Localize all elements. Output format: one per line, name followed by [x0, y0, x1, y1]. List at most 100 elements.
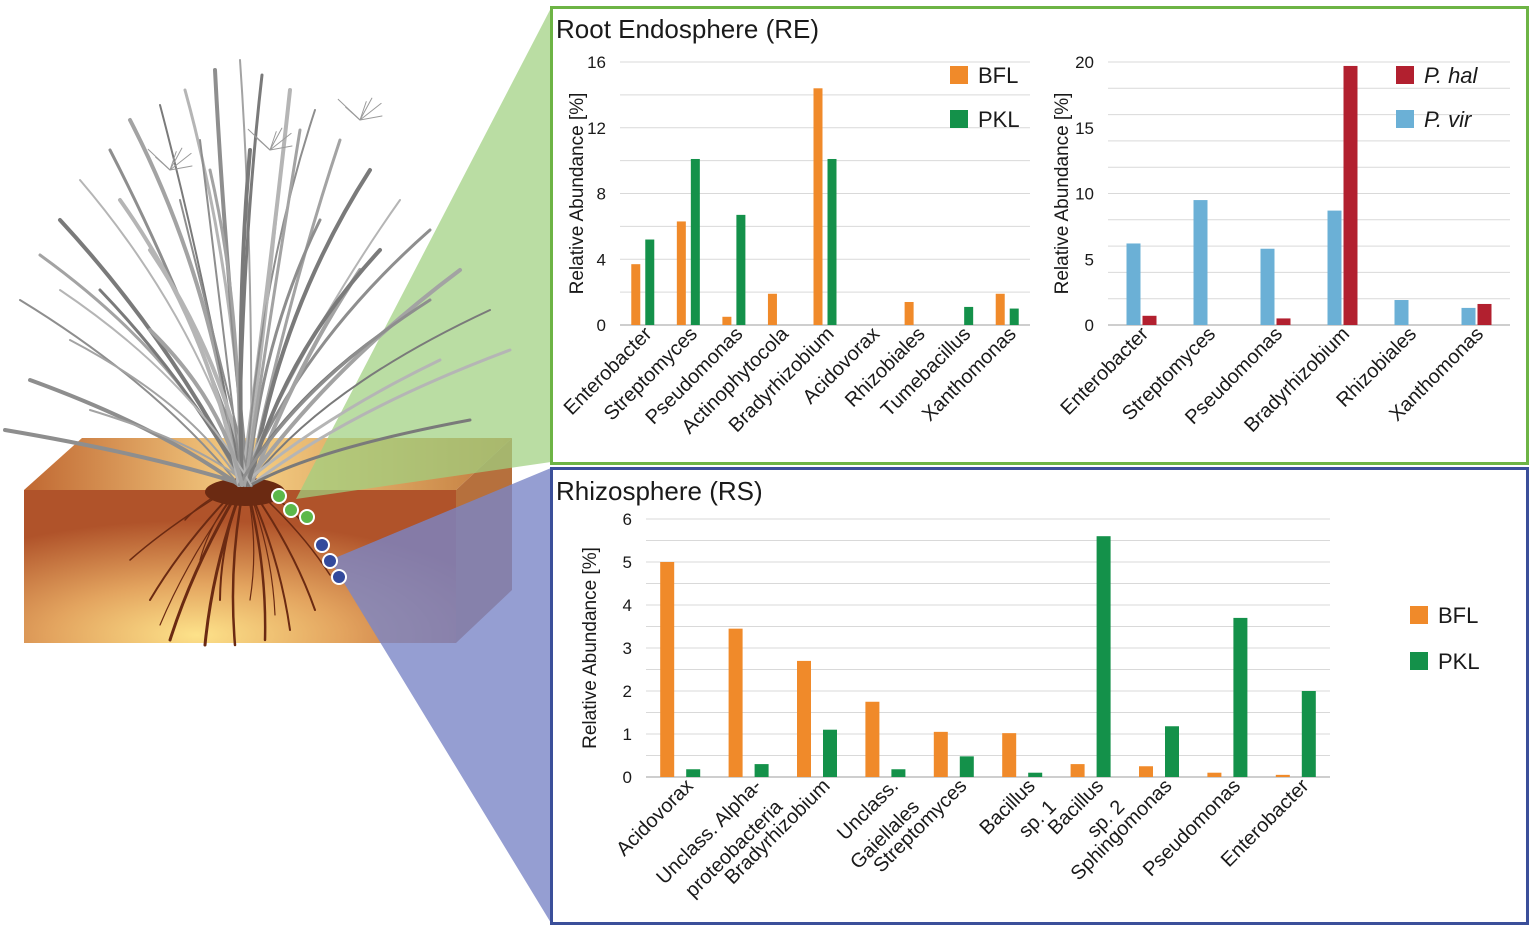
grass-plant — [3, 59, 512, 487]
bar-p-vir — [1260, 248, 1275, 325]
bar-pkl — [1028, 772, 1043, 777]
seed-stem — [169, 165, 193, 171]
legend-swatch — [950, 66, 968, 84]
bar-bfl — [1002, 733, 1017, 777]
y-tick-label: 5 — [1085, 250, 1094, 269]
bar-pkl — [686, 769, 701, 777]
seed-stem — [269, 131, 277, 151]
endosphere-sample-dots — [271, 488, 315, 525]
seed-stem — [169, 151, 177, 171]
seed-head — [337, 97, 383, 121]
root-crown — [205, 478, 285, 506]
legend-label: BFL — [1438, 603, 1478, 628]
bar-pkl — [690, 158, 700, 325]
y-tick-label: 8 — [597, 185, 606, 204]
endosphere-dot — [283, 502, 299, 518]
bar-p-vir — [1327, 210, 1342, 325]
rhizosphere-dot — [331, 569, 347, 585]
grass-blade — [246, 248, 382, 487]
bar-bfl — [676, 221, 686, 325]
y-tick-label: 12 — [587, 119, 606, 138]
bar-p-hal — [1276, 318, 1291, 325]
bar-bfl — [767, 293, 777, 325]
grass-blade — [98, 288, 247, 487]
grass-blade — [3, 428, 247, 487]
seed-stem — [359, 97, 373, 121]
grass-blade — [247, 309, 491, 486]
bar-bfl — [728, 628, 743, 777]
grass-blade — [243, 128, 302, 487]
bar-bfl — [1070, 764, 1085, 777]
plant-soil-illustration — [3, 8, 551, 923]
bar-p-hal — [1142, 315, 1157, 325]
bar-bfl — [797, 660, 811, 777]
grass-blade — [199, 139, 243, 486]
y-tick-label: 20 — [1075, 53, 1094, 72]
seed-stem — [269, 127, 283, 151]
roots — [129, 478, 331, 647]
rs-panel-title: Rhizosphere (RS) — [556, 476, 763, 506]
re-zoom-cone — [296, 8, 551, 499]
seed-stem — [359, 101, 367, 121]
y-tick-label: 0 — [623, 768, 632, 787]
bar-bfl — [722, 316, 732, 325]
bar-pkl — [1233, 617, 1248, 777]
bar-bfl — [1139, 766, 1153, 777]
legend-swatch — [1410, 606, 1428, 624]
y-tick-label: 3 — [623, 639, 632, 658]
grass-blade — [159, 104, 243, 486]
legend-label: PKL — [978, 107, 1020, 132]
seed-stem — [359, 115, 383, 121]
y-tick-label: 6 — [623, 510, 632, 529]
y-tick-label: 4 — [623, 596, 632, 615]
re-panel-title: Root Endosphere (RE) — [556, 14, 819, 44]
bar-pkl — [891, 769, 906, 777]
y-axis-label: Relative Abundance [%] — [1052, 93, 1073, 295]
bar-bfl — [995, 293, 1005, 325]
legend-swatch — [1410, 652, 1428, 670]
bar-p-hal — [1477, 303, 1492, 325]
grass-blade — [249, 418, 472, 487]
bar-pkl — [1165, 726, 1179, 777]
legend-swatch — [1396, 66, 1414, 84]
legend-label: P. hal — [1424, 63, 1479, 88]
grass-blade — [238, 148, 252, 487]
bar-pkl — [754, 764, 769, 777]
bar-bfl — [813, 88, 823, 325]
bar-pkl — [1096, 536, 1111, 777]
y-tick-label: 10 — [1075, 185, 1094, 204]
y-tick-label: 16 — [587, 53, 606, 72]
seed-head — [247, 127, 293, 151]
rhizosphere-dot — [314, 537, 330, 553]
legend-label: BFL — [978, 63, 1018, 88]
grass-blade — [249, 348, 512, 487]
seed-stem — [269, 132, 292, 151]
grass-blade — [19, 299, 240, 486]
bar-bfl — [933, 731, 948, 777]
legend-swatch — [1396, 110, 1414, 128]
seed-stem — [345, 106, 361, 121]
bar-bfl — [631, 264, 641, 325]
bar-p-vir — [1394, 300, 1409, 325]
rhizosphere-sample-dots — [314, 537, 347, 585]
y-tick-label: 15 — [1075, 119, 1094, 138]
y-tick-label: 4 — [597, 250, 606, 269]
y-axis-label: Relative Abundance [%] — [580, 547, 601, 749]
legend-label: PKL — [1438, 649, 1480, 674]
bar-pkl — [736, 214, 746, 325]
grass-blade — [69, 339, 243, 486]
bar-p-vir — [1126, 243, 1141, 325]
legend-swatch — [950, 110, 968, 128]
legend-label: P. vir — [1424, 107, 1473, 132]
seed-stem — [169, 147, 183, 171]
grass-blade — [240, 358, 442, 487]
rhizosphere-dot — [322, 553, 338, 569]
y-axis-label: Relative Abundance [%] — [567, 93, 588, 295]
seed-stem — [169, 152, 192, 171]
y-tick-label: 5 — [623, 553, 632, 572]
y-tick-label: 1 — [623, 725, 632, 744]
bar-p-vir — [1193, 200, 1208, 325]
y-tick-label: 0 — [597, 316, 606, 335]
bar-pkl — [645, 239, 655, 325]
